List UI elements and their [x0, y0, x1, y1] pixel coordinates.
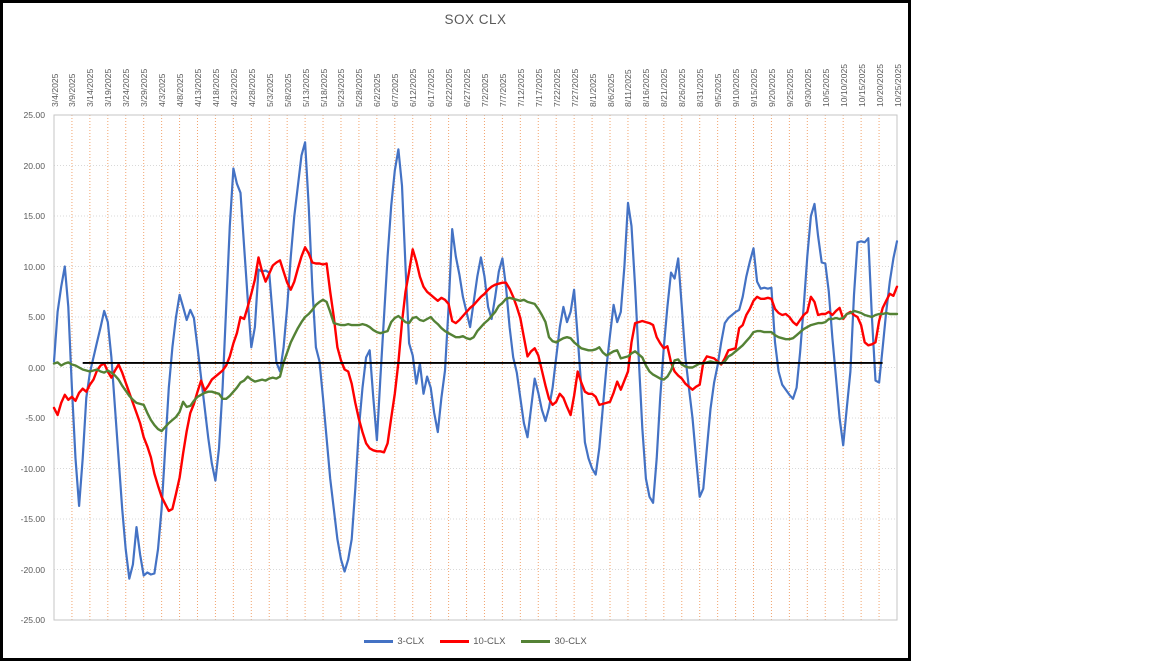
- y-axis-label: 5.00: [28, 312, 45, 322]
- legend-swatch-10clx: [440, 640, 470, 643]
- legend-item-3clx: 3-CLX: [364, 636, 424, 647]
- x-axis-label: 8/26/2025: [677, 68, 688, 107]
- legend-item-30clx: 30-CLX: [521, 636, 587, 647]
- x-axis-label: 3/9/2025: [67, 73, 78, 107]
- x-axis-label: 10/10/2025: [838, 63, 849, 107]
- x-axis-label: 4/3/2025: [157, 73, 168, 107]
- x-axis-label: 5/18/2025: [318, 68, 329, 107]
- x-axis-label: 5/13/2025: [300, 68, 311, 107]
- x-axis-label: 4/8/2025: [175, 73, 186, 107]
- x-axis-label: 9/10/2025: [731, 68, 742, 107]
- series-line-3-clx: [52, 141, 899, 580]
- legend-item-10clx: 10-CLX: [440, 636, 505, 647]
- x-axis-label: 5/28/2025: [354, 68, 365, 107]
- x-axis-label: 9/15/2025: [749, 68, 759, 107]
- y-axis-label: -20.00: [20, 564, 45, 575]
- x-axis-label: 6/12/2025: [408, 68, 419, 107]
- series-line-30-clx: [52, 296, 899, 433]
- x-axis-label: 10/20/2025: [874, 63, 885, 107]
- chart-plot-area: [52, 114, 899, 621]
- x-axis-label: 4/18/2025: [210, 68, 221, 107]
- y-axis-label: -10.00: [20, 463, 45, 474]
- chart-frame: SOX CLX 3/4/2025 3/9/2025 3/14/2025 3/19/20…: [0, 0, 911, 661]
- x-axis-label: 3/19/2025: [103, 68, 114, 107]
- x-axis-label: 4/28/2025: [246, 68, 257, 107]
- x-axis-label: 8/11/2025: [623, 69, 634, 107]
- chart-legend: 3-CLX 10-CLX 30-CLX: [54, 636, 897, 647]
- x-axis-label: 8/1/2025: [587, 73, 598, 107]
- x-axis-label: 8/16/2025: [641, 68, 652, 107]
- plot-border: [53, 114, 898, 621]
- x-axis-label: 7/2/2025: [479, 73, 490, 107]
- x-axis-label: 5/3/2025: [264, 73, 275, 107]
- x-axis-label: 9/25/2025: [784, 68, 795, 107]
- y-axis-label: -25.00: [20, 615, 45, 625]
- x-axis-label: 3/4/2025: [49, 73, 60, 107]
- x-axis-label: 9/20/2025: [766, 68, 777, 107]
- x-axis-label: 7/27/2025: [569, 68, 580, 107]
- x-axis-label: 9/30/2025: [802, 68, 813, 107]
- x-axis-label: 7/7/2025: [497, 73, 508, 107]
- x-axis-label: 10/5/2025: [820, 68, 831, 107]
- y-axis-label: 20.00: [23, 160, 45, 171]
- x-axis-label: 3/14/2025: [85, 68, 96, 107]
- x-axis-label: 9/5/2025: [713, 73, 724, 107]
- legend-label-3clx: 3-CLX: [397, 636, 425, 647]
- chart-title: SOX CLX: [444, 12, 507, 27]
- x-axis-label: 3/29/2025: [139, 68, 150, 107]
- x-axis-label: 7/22/2025: [551, 68, 562, 107]
- y-axis-label: 25.00: [23, 110, 45, 120]
- legend-label-10clx: 10-CLX: [473, 636, 506, 647]
- x-axis-label: 8/31/2025: [695, 68, 706, 107]
- x-axis-label: 3/24/2025: [121, 68, 132, 107]
- x-axis-label: 7/17/2025: [533, 68, 544, 107]
- x-axis-label: 6/2/2025: [372, 73, 383, 107]
- y-axis-label: 0.00: [28, 362, 45, 373]
- y-axis-label: 15.00: [23, 211, 45, 221]
- y-axis-label: 10.00: [23, 261, 45, 272]
- legend-label-30clx: 30-CLX: [554, 636, 587, 647]
- legend-swatch-3clx: [364, 640, 394, 643]
- x-axis-label: 7/12/2025: [515, 68, 526, 107]
- x-axis-label: 6/17/2025: [426, 68, 437, 107]
- x-axis-label: 5/8/2025: [282, 73, 293, 107]
- x-axis-label: 5/23/2025: [336, 68, 347, 107]
- y-axis-label: -15.00: [20, 514, 45, 524]
- x-axis-label: 10/25/2025: [892, 63, 903, 107]
- x-axis-label: 8/21/2025: [659, 68, 670, 107]
- x-axis-label: 8/6/2025: [605, 73, 616, 107]
- x-axis-label: 4/13/2025: [192, 68, 203, 107]
- x-axis-label: 6/7/2025: [390, 73, 401, 107]
- legend-swatch-30clx: [521, 640, 551, 643]
- x-axis-label: 6/22/2025: [444, 68, 455, 107]
- x-axis-label: 10/15/2025: [856, 63, 867, 107]
- x-axis-label: 4/23/2025: [228, 68, 239, 107]
- x-axis-label: 6/27/2025: [462, 68, 473, 107]
- y-axis-label: -5.00: [25, 413, 45, 423]
